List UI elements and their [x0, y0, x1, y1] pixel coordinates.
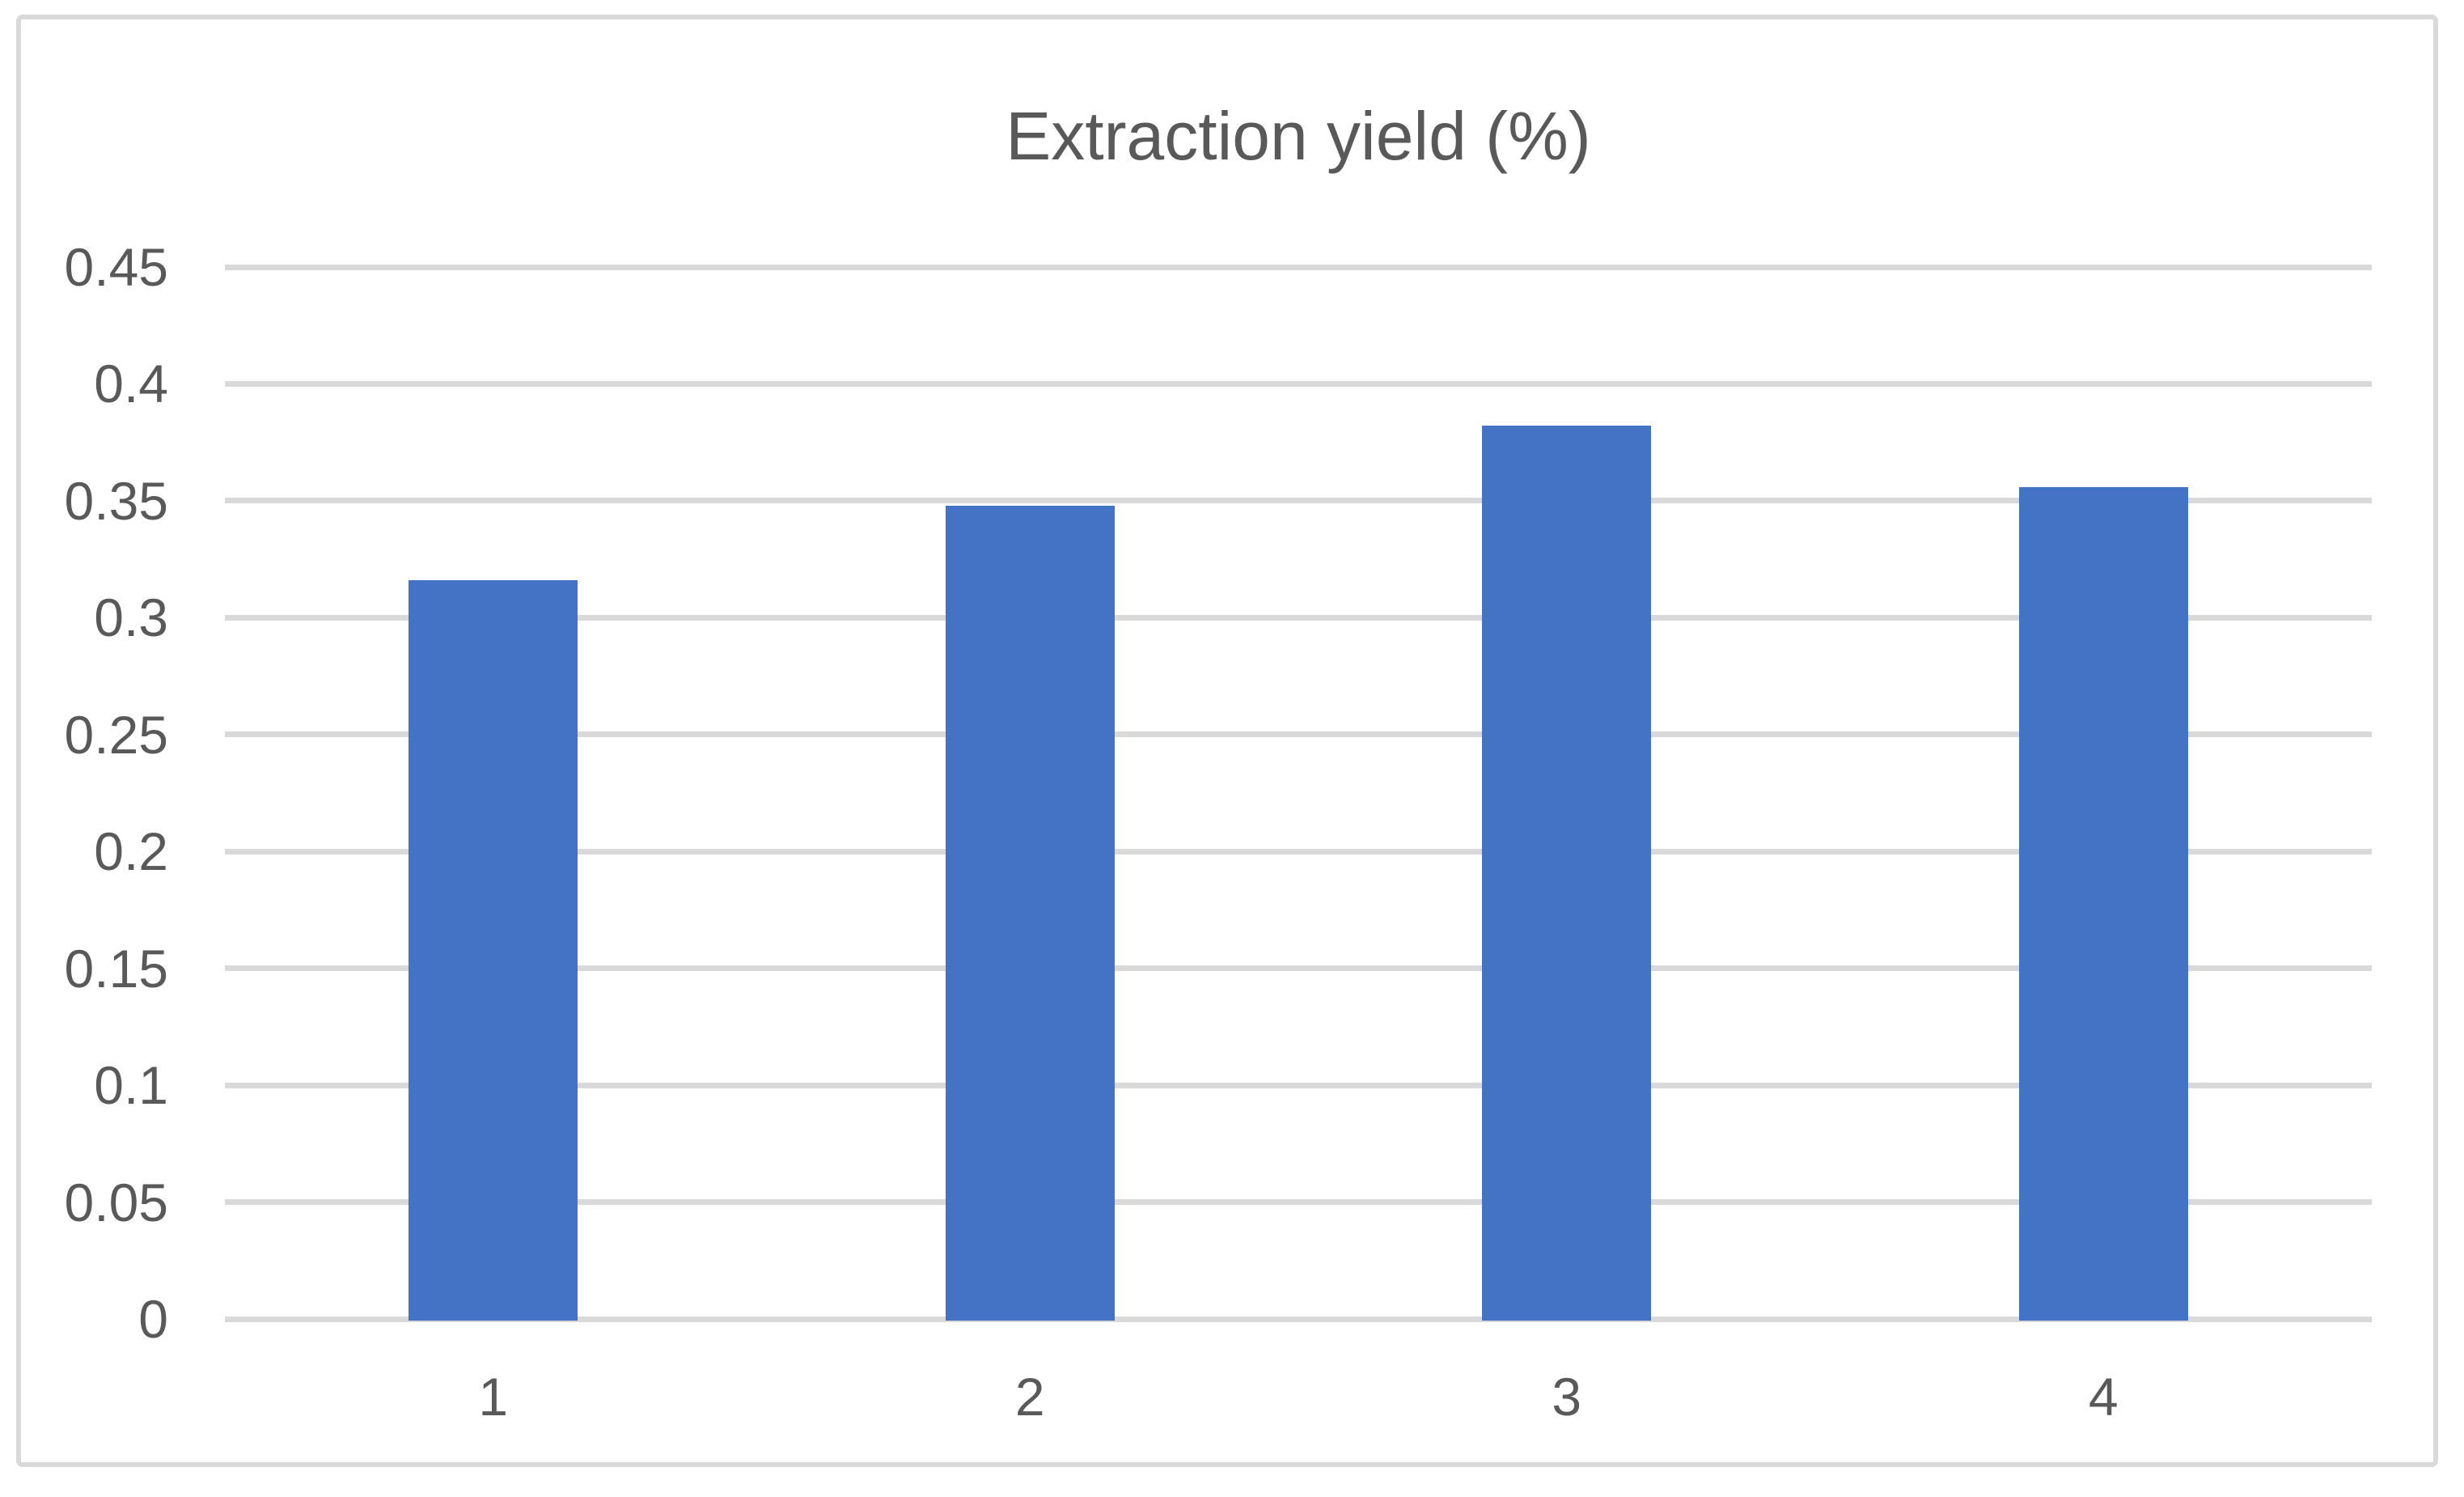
y-axis-tick-label: 0.4: [94, 354, 168, 414]
gridline: [225, 1316, 2372, 1322]
y-axis-tick-label: 0.35: [64, 470, 168, 531]
gridline: [225, 965, 2372, 972]
x-axis-tick-label: 2: [1014, 1367, 1045, 1427]
y-axis-tick-label: 0.25: [64, 704, 168, 765]
gridline: [225, 732, 2372, 738]
y-axis-tick-label: 0.05: [64, 1172, 168, 1232]
x-axis-tick-label: 3: [1552, 1367, 1582, 1427]
x-axis-tick-label: 4: [2088, 1367, 2119, 1427]
y-axis-tick-label: 0.45: [64, 237, 168, 297]
bar: [1482, 426, 1652, 1321]
gridline: [225, 1082, 2372, 1088]
x-axis-tick-label: 1: [478, 1367, 509, 1427]
y-axis-tick-label: 0.2: [94, 821, 168, 882]
chart-border-frame: [16, 15, 2438, 1467]
y-axis-tick-label: 0.15: [64, 938, 168, 999]
gridline: [225, 264, 2372, 270]
gridline: [225, 848, 2372, 855]
gridline: [225, 614, 2372, 621]
bar: [945, 505, 1115, 1321]
y-axis-tick-label: 0.3: [94, 587, 168, 648]
gridline: [225, 380, 2372, 387]
bar: [409, 580, 578, 1321]
y-axis-tick-label: 0.1: [94, 1055, 168, 1116]
chart-title: Extraction yield (%): [1005, 98, 1591, 174]
gridline: [225, 498, 2372, 504]
bar: [2018, 486, 2188, 1321]
y-axis-tick-label: 0: [138, 1289, 168, 1349]
gridline: [225, 1199, 2372, 1206]
